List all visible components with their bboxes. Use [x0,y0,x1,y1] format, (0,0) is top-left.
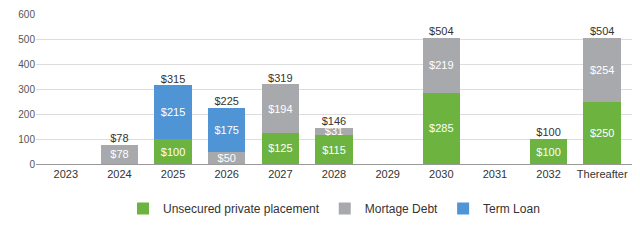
svg-text:$194: $194 [268,103,292,115]
svg-text:$175: $175 [214,124,238,136]
svg-text:$50: $50 [218,152,236,164]
svg-text:$100: $100 [536,146,560,158]
svg-text:$215: $215 [161,106,185,118]
svg-text:2024: 2024 [107,168,131,180]
svg-text:2026: 2026 [214,168,238,180]
svg-text:2032: 2032 [536,168,560,180]
svg-text:$100: $100 [161,146,185,158]
svg-text:$285: $285 [429,122,453,134]
svg-text:$146: $146 [322,115,346,127]
svg-text:$78: $78 [110,132,128,144]
svg-text:0: 0 [29,159,35,170]
svg-text:Unsecured private placement: Unsecured private placement [163,202,320,216]
svg-text:2028: 2028 [322,168,346,180]
svg-text:2027: 2027 [268,168,292,180]
svg-text:2030: 2030 [429,168,453,180]
svg-text:400: 400 [18,59,35,70]
svg-text:600: 600 [18,9,35,20]
svg-text:$504: $504 [590,25,614,37]
svg-text:300: 300 [18,84,35,95]
svg-text:$31: $31 [325,125,343,137]
svg-text:$78: $78 [110,148,128,160]
svg-text:Mortage Debt: Mortage Debt [365,202,438,216]
svg-text:$125: $125 [268,142,292,154]
svg-text:$504: $504 [429,25,453,37]
svg-text:$315: $315 [161,73,185,85]
svg-text:$225: $225 [214,95,238,107]
svg-text:$254: $254 [590,64,614,76]
svg-text:2023: 2023 [54,168,78,180]
svg-text:$219: $219 [429,59,453,71]
svg-text:Thereafter: Thereafter [577,168,628,180]
svg-text:2025: 2025 [161,168,185,180]
svg-text:2031: 2031 [483,168,507,180]
svg-text:$100: $100 [536,126,560,138]
svg-text:500: 500 [18,34,35,45]
svg-text:$319: $319 [268,72,292,84]
svg-text:100: 100 [18,134,35,145]
svg-text:Term Loan: Term Loan [483,202,540,216]
svg-text:$115: $115 [322,144,346,156]
svg-text:200: 200 [18,109,35,120]
svg-text:2029: 2029 [375,168,399,180]
svg-text:$250: $250 [590,127,614,139]
